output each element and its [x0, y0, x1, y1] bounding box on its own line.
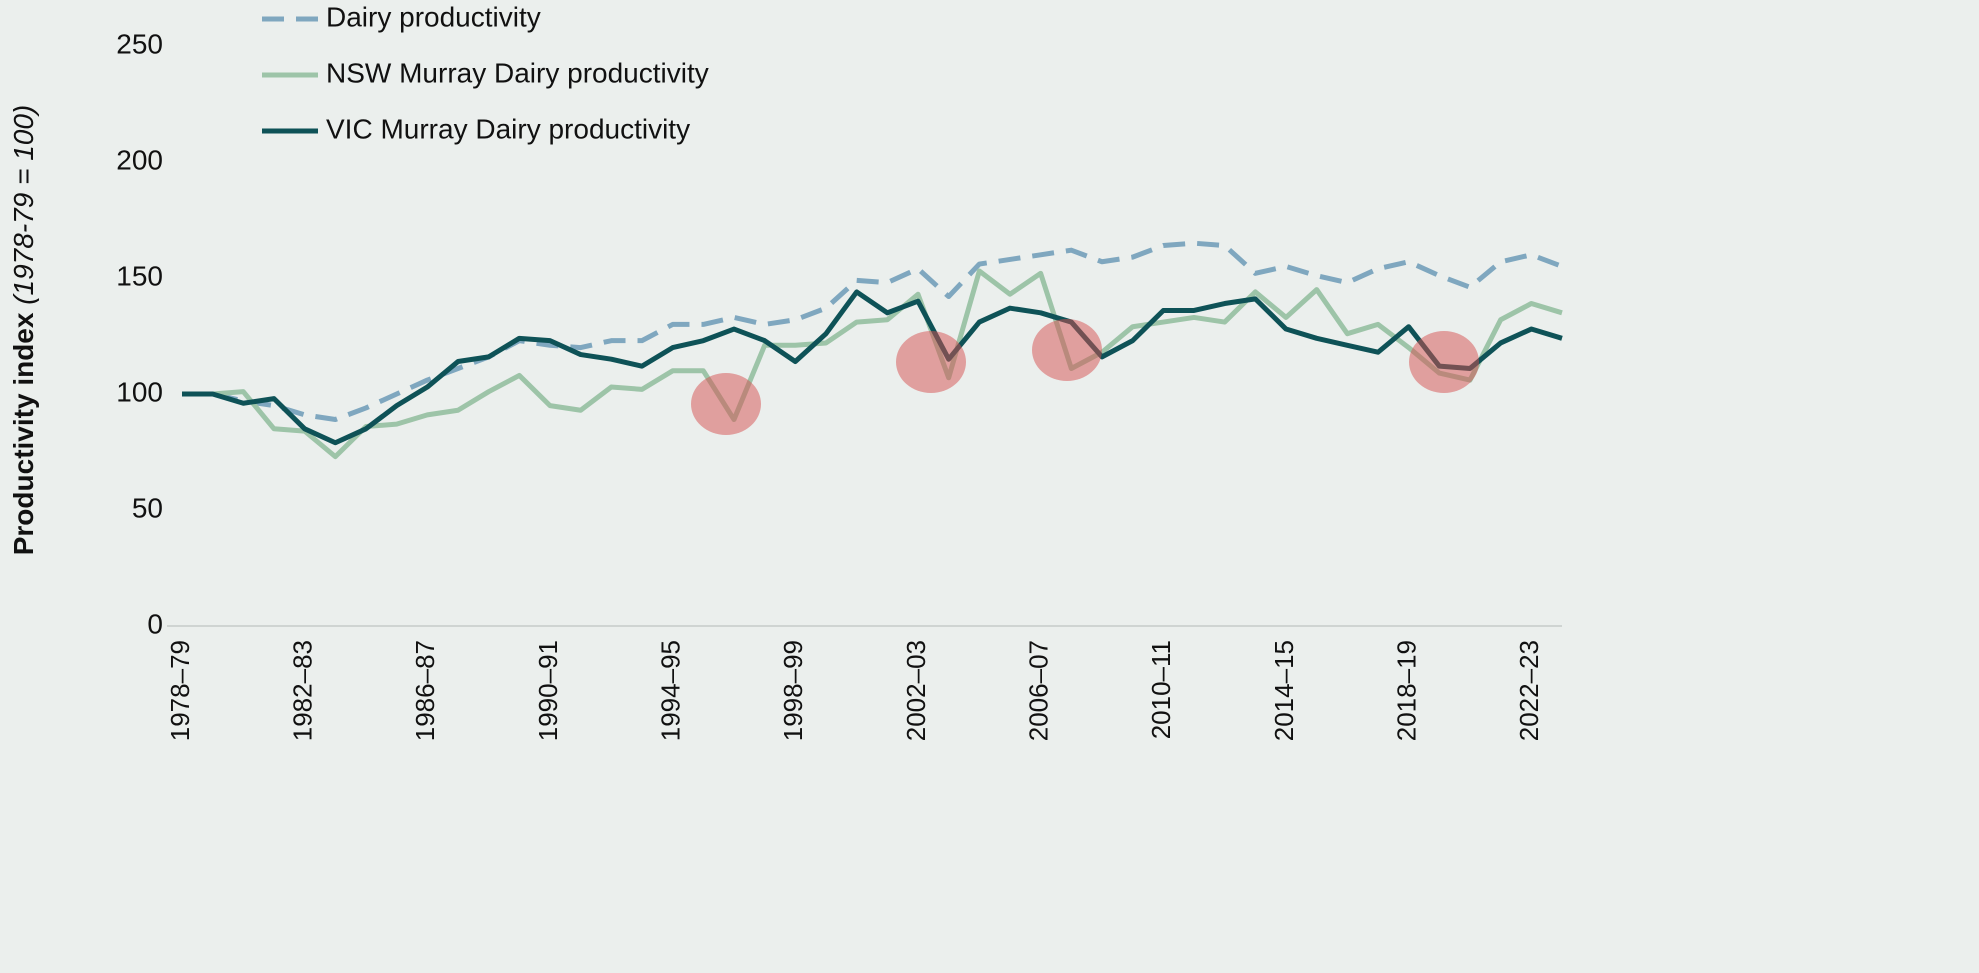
- x-tick-label: 1994–95: [656, 640, 686, 741]
- x-tick-label: 2022–23: [1514, 640, 1544, 741]
- x-tick-label: 1982–83: [288, 640, 318, 741]
- x-tick-label: 2010–11: [1146, 640, 1176, 739]
- x-tick-label: 2006–07: [1024, 640, 1054, 741]
- legend-label: VIC Murray Dairy productivity: [326, 113, 690, 144]
- highlight: [1409, 331, 1479, 393]
- y-axis-note: (1978-79 = 100): [8, 105, 39, 305]
- y-tick-label: 200: [116, 144, 163, 175]
- y-tick-label: 50: [132, 492, 163, 523]
- y-tick-label: 150: [116, 260, 163, 291]
- legend-label: Dairy productivity: [326, 1, 541, 32]
- y-tick-label: 100: [116, 376, 163, 407]
- x-tick-label: 2002–03: [901, 640, 931, 741]
- y-tick-label: 0: [147, 608, 163, 639]
- y-axis-title: Productivity index: [8, 312, 39, 555]
- x-tick-label: 1978–79: [165, 640, 195, 741]
- x-tick-label: 2014–15: [1269, 640, 1299, 741]
- y-tick-label: 250: [116, 28, 163, 59]
- x-tick-label: 1998–99: [778, 640, 808, 741]
- y-axis-label: Productivity index (1978-79 = 100): [8, 105, 39, 556]
- series-line: [182, 268, 1563, 460]
- highlight: [691, 373, 761, 435]
- series-line: [182, 240, 1563, 423]
- highlight: [1032, 319, 1102, 381]
- x-tick-label: 1990–91: [533, 640, 563, 741]
- x-tick-label: 1986–87: [410, 640, 440, 741]
- highlights: [691, 319, 1479, 435]
- highlight: [896, 331, 966, 393]
- legend-label: NSW Murray Dairy productivity: [326, 57, 709, 88]
- x-tick-label: 2018–19: [1392, 640, 1422, 741]
- series-line: [182, 289, 1563, 446]
